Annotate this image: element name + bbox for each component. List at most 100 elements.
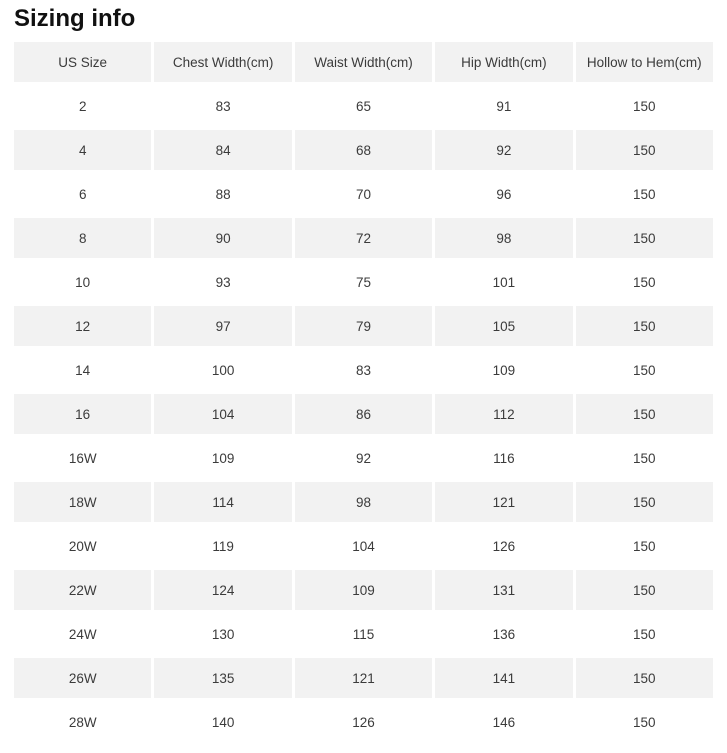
table-cell-hip: 136 bbox=[435, 614, 573, 654]
table-cell-us-size: 28W bbox=[14, 702, 152, 742]
table-cell-us-size: 16 bbox=[14, 394, 152, 434]
table-cell-hollow: 150 bbox=[575, 526, 713, 566]
table-cell-us-size: 8 bbox=[14, 218, 152, 258]
table-cell-us-size: 18W bbox=[14, 482, 152, 522]
table-row: 6 88 70 96 150 bbox=[14, 174, 713, 214]
table-cell-hip: 101 bbox=[435, 262, 573, 302]
sizing-table-header: US Size Chest Width(cm) Waist Width(cm) … bbox=[14, 42, 713, 82]
table-cell-waist: 126 bbox=[294, 702, 433, 742]
table-cell-us-size: 20W bbox=[14, 526, 152, 566]
table-row: 16W 109 92 116 150 bbox=[14, 438, 713, 478]
table-cell-waist: 79 bbox=[294, 306, 433, 346]
table-row: 20W 119 104 126 150 bbox=[14, 526, 713, 566]
table-cell-chest: 135 bbox=[154, 658, 292, 698]
table-cell-hollow: 150 bbox=[575, 614, 713, 654]
table-cell-us-size: 14 bbox=[14, 350, 152, 390]
table-cell-us-size: 6 bbox=[14, 174, 152, 214]
table-cell-waist: 65 bbox=[294, 86, 433, 126]
table-cell-hip: 96 bbox=[435, 174, 573, 214]
column-header-hollow-to-hem: Hollow to Hem(cm) bbox=[575, 42, 713, 82]
table-cell-chest: 130 bbox=[154, 614, 292, 654]
table-cell-hollow: 150 bbox=[575, 86, 713, 126]
table-cell-chest: 100 bbox=[154, 350, 292, 390]
table-cell-us-size: 16W bbox=[14, 438, 152, 478]
table-cell-waist: 98 bbox=[294, 482, 433, 522]
table-cell-waist: 109 bbox=[294, 570, 433, 610]
table-cell-hollow: 150 bbox=[575, 306, 713, 346]
table-cell-hollow: 150 bbox=[575, 218, 713, 258]
table-cell-us-size: 24W bbox=[14, 614, 152, 654]
table-cell-hollow: 150 bbox=[575, 174, 713, 214]
table-cell-hollow: 150 bbox=[575, 350, 713, 390]
table-cell-hip: 109 bbox=[435, 350, 573, 390]
table-row: 16 104 86 112 150 bbox=[14, 394, 713, 434]
table-row: 24W 130 115 136 150 bbox=[14, 614, 713, 654]
table-cell-hip: 131 bbox=[435, 570, 573, 610]
table-cell-waist: 115 bbox=[294, 614, 433, 654]
table-row: 22W 124 109 131 150 bbox=[14, 570, 713, 610]
table-row: 18W 114 98 121 150 bbox=[14, 482, 713, 522]
column-header-hip-width: Hip Width(cm) bbox=[435, 42, 573, 82]
table-cell-us-size: 4 bbox=[14, 130, 152, 170]
table-cell-chest: 119 bbox=[154, 526, 292, 566]
table-cell-hip: 92 bbox=[435, 130, 573, 170]
table-cell-hollow: 150 bbox=[575, 438, 713, 478]
table-cell-us-size: 2 bbox=[14, 86, 152, 126]
table-cell-hip: 91 bbox=[435, 86, 573, 126]
table-cell-chest: 114 bbox=[154, 482, 292, 522]
table-cell-hollow: 150 bbox=[575, 262, 713, 302]
table-cell-chest: 97 bbox=[154, 306, 292, 346]
table-cell-hollow: 150 bbox=[575, 658, 713, 698]
table-cell-hollow: 150 bbox=[575, 394, 713, 434]
table-cell-hip: 112 bbox=[435, 394, 573, 434]
column-header-waist-width: Waist Width(cm) bbox=[294, 42, 433, 82]
table-row: 10 93 75 101 150 bbox=[14, 262, 713, 302]
table-cell-chest: 84 bbox=[154, 130, 292, 170]
table-cell-hip: 141 bbox=[435, 658, 573, 698]
header-row: US Size Chest Width(cm) Waist Width(cm) … bbox=[14, 42, 713, 82]
table-row: 8 90 72 98 150 bbox=[14, 218, 713, 258]
table-cell-hollow: 150 bbox=[575, 482, 713, 522]
table-cell-waist: 83 bbox=[294, 350, 433, 390]
table-cell-waist: 68 bbox=[294, 130, 433, 170]
table-cell-chest: 93 bbox=[154, 262, 292, 302]
table-cell-hip: 98 bbox=[435, 218, 573, 258]
table-cell-hip: 126 bbox=[435, 526, 573, 566]
table-cell-hip: 121 bbox=[435, 482, 573, 522]
table-cell-waist: 72 bbox=[294, 218, 433, 258]
sizing-table-body: 2 83 65 91 150 4 84 68 92 150 6 88 70 96… bbox=[14, 86, 713, 742]
table-cell-waist: 86 bbox=[294, 394, 433, 434]
table-row: 14 100 83 109 150 bbox=[14, 350, 713, 390]
page-title: Sizing info bbox=[14, 5, 136, 32]
sizing-table: US Size Chest Width(cm) Waist Width(cm) … bbox=[11, 38, 716, 746]
table-cell-hip: 146 bbox=[435, 702, 573, 742]
table-row: 12 97 79 105 150 bbox=[14, 306, 713, 346]
column-header-chest-width: Chest Width(cm) bbox=[154, 42, 292, 82]
table-row: 2 83 65 91 150 bbox=[14, 86, 713, 126]
table-row: 4 84 68 92 150 bbox=[14, 130, 713, 170]
table-cell-waist: 75 bbox=[294, 262, 433, 302]
table-cell-hip: 116 bbox=[435, 438, 573, 478]
table-cell-chest: 88 bbox=[154, 174, 292, 214]
table-cell-waist: 92 bbox=[294, 438, 433, 478]
column-header-us-size: US Size bbox=[14, 42, 152, 82]
table-cell-chest: 140 bbox=[154, 702, 292, 742]
table-cell-hollow: 150 bbox=[575, 130, 713, 170]
table-cell-chest: 83 bbox=[154, 86, 292, 126]
table-cell-us-size: 10 bbox=[14, 262, 152, 302]
table-cell-hollow: 150 bbox=[575, 702, 713, 742]
table-row: 28W 140 126 146 150 bbox=[14, 702, 713, 742]
table-cell-chest: 109 bbox=[154, 438, 292, 478]
table-cell-chest: 90 bbox=[154, 218, 292, 258]
table-cell-hollow: 150 bbox=[575, 570, 713, 610]
table-cell-us-size: 26W bbox=[14, 658, 152, 698]
table-row: 26W 135 121 141 150 bbox=[14, 658, 713, 698]
table-cell-waist: 70 bbox=[294, 174, 433, 214]
table-cell-us-size: 12 bbox=[14, 306, 152, 346]
table-cell-chest: 104 bbox=[154, 394, 292, 434]
table-cell-waist: 104 bbox=[294, 526, 433, 566]
table-cell-hip: 105 bbox=[435, 306, 573, 346]
table-cell-chest: 124 bbox=[154, 570, 292, 610]
table-cell-us-size: 22W bbox=[14, 570, 152, 610]
table-cell-waist: 121 bbox=[294, 658, 433, 698]
